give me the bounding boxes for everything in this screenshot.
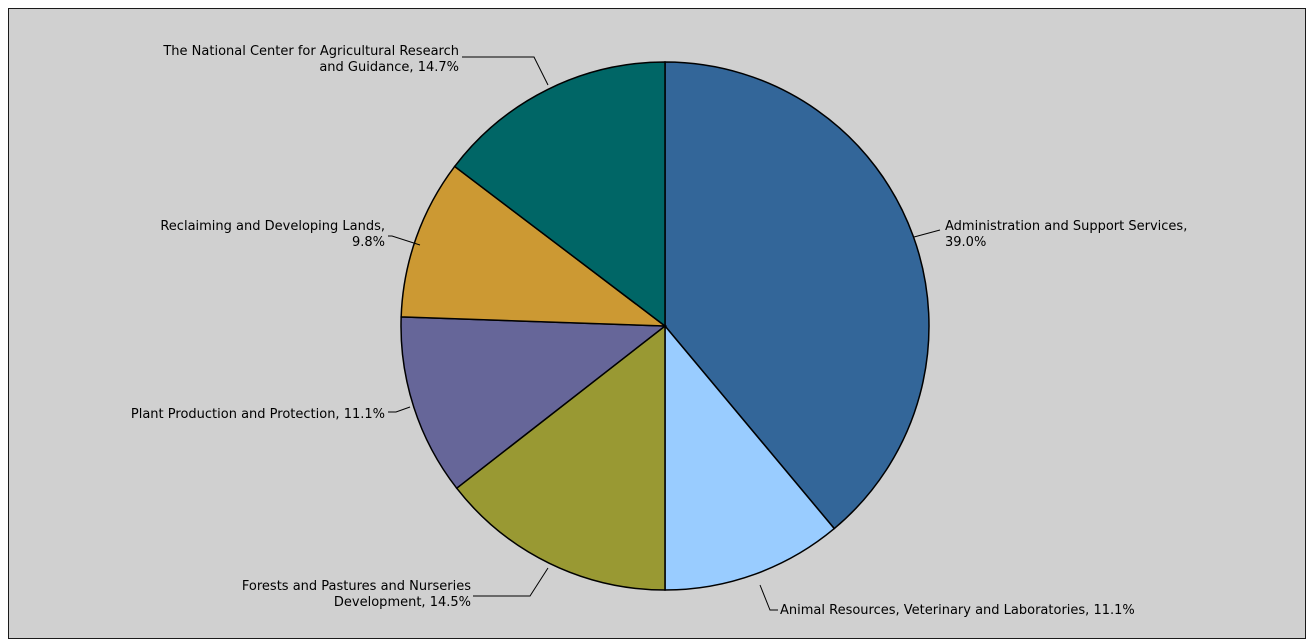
pie-labels: Administration and Support Services, 39.0… xyxy=(131,44,1187,618)
leader-line-reclaiming-and-developing-lands xyxy=(388,235,421,246)
slice-label-line: Reclaiming and Developing Lands, xyxy=(160,219,385,234)
leader-line-animal-resources-veterinary-and-laboratories xyxy=(759,584,778,611)
slice-label-line: The National Center for Agricultural Res… xyxy=(162,44,459,59)
slice-label-line: Plant Production and Protection, 11.1% xyxy=(131,407,385,422)
leader-line-the-national-center-for-agricultural-research-and-guidance xyxy=(462,56,549,86)
slice-label-plant-production-and-protection: Plant Production and Protection, 11.1% xyxy=(131,407,385,422)
slice-label-line: 39.0% xyxy=(945,235,986,250)
slice-label-forests-and-pastures-and-nurseries-development: Forests and Pastures and Nurseries Develo… xyxy=(242,579,471,610)
slice-label-line: and Guidance, 14.7% xyxy=(319,60,459,75)
slice-label-reclaiming-and-developing-lands: Reclaiming and Developing Lands, 9.8% xyxy=(160,219,385,250)
slice-label-administration-and-support-services: Administration and Support Services, 39.0… xyxy=(945,219,1187,250)
slice-label-animal-resources-veterinary-and-laboratories: Animal Resources, Veterinary and Laborat… xyxy=(780,603,1135,618)
leader-line-forests-and-pastures-and-nurseries-development xyxy=(473,567,549,597)
pie-slice-plant-production-and-protection xyxy=(400,316,668,490)
leader-line-administration-and-support-services xyxy=(913,229,941,238)
slice-label-line: 9.8% xyxy=(352,235,385,250)
pie-slice-the-national-center-for-agricultural-research-and-guidance xyxy=(453,61,666,328)
slice-label-line: Development, 14.5% xyxy=(334,595,471,610)
slice-label-line: Forests and Pastures and Nurseries xyxy=(242,579,471,594)
pie-slice-forests-and-pastures-and-nurseries-development xyxy=(455,324,666,591)
pie-slice-reclaiming-and-developing-lands xyxy=(400,165,668,327)
pie-slice-administration-and-support-services xyxy=(664,61,930,530)
slice-label-line: Administration and Support Services, xyxy=(945,219,1187,234)
slice-label-the-national-center-for-agricultural-research-and-guidance: The National Center for Agricultural Res… xyxy=(162,44,459,75)
pie-slice-animal-resources-veterinary-and-laboratories xyxy=(664,323,836,591)
slice-label-line: Animal Resources, Veterinary and Laborat… xyxy=(780,603,1135,618)
pie-slices xyxy=(400,61,930,591)
leader-line-plant-production-and-protection xyxy=(388,406,411,413)
